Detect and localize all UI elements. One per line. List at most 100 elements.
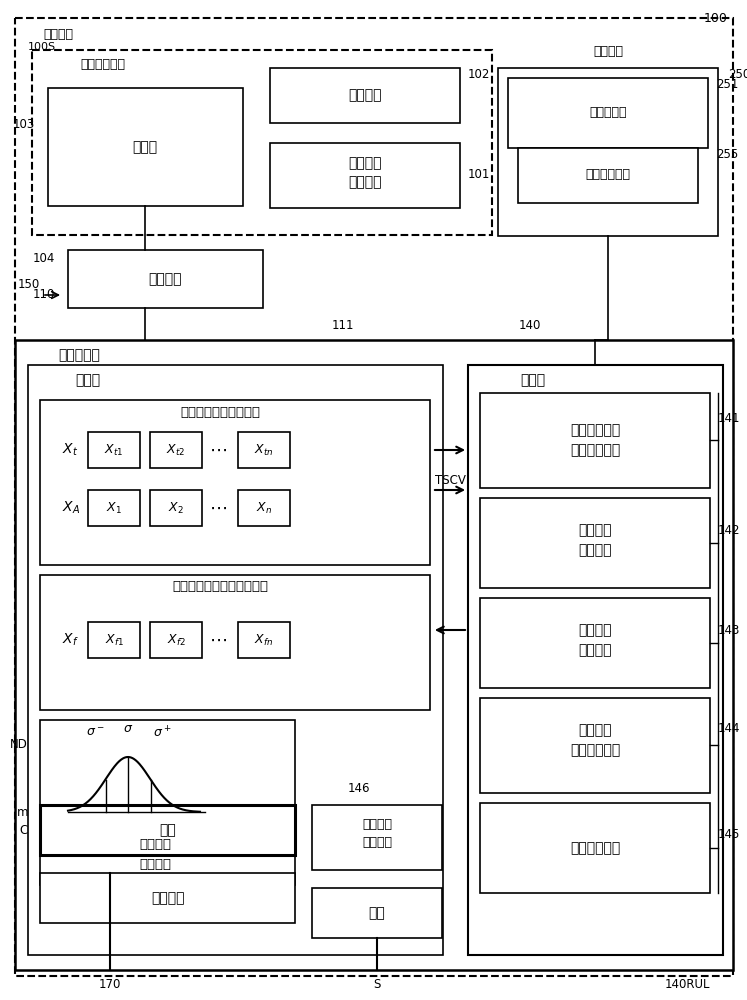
Text: 140RUL: 140RUL: [665, 978, 710, 992]
Text: 100S: 100S: [28, 42, 56, 52]
Bar: [40, 400, 430, 565]
Text: 170: 170: [99, 978, 121, 992]
Text: 条件指标值的故障时间序列: 条件指标值的故障时间序列: [172, 580, 268, 593]
Text: 101: 101: [468, 168, 490, 182]
Bar: [88, 622, 140, 658]
Bar: [28, 365, 443, 955]
Text: 指示器设备: 指示器设备: [589, 106, 627, 119]
Text: $\cdots$: $\cdots$: [209, 631, 227, 649]
Text: m: m: [16, 806, 28, 818]
Bar: [270, 143, 460, 208]
Bar: [150, 622, 202, 658]
Text: 142: 142: [718, 524, 740, 536]
Bar: [508, 78, 708, 148]
Text: $X_{tn}$: $X_{tn}$: [254, 442, 273, 458]
Text: 143: 143: [718, 624, 740, 637]
Text: 传感器: 传感器: [132, 140, 158, 154]
Text: 组件构建模块: 组件构建模块: [570, 443, 620, 457]
Text: 预定特征: 预定特征: [151, 891, 185, 905]
Text: 系统组件: 系统组件: [348, 175, 382, 189]
Text: 104: 104: [33, 251, 55, 264]
Text: 交通工具: 交通工具: [348, 156, 382, 170]
Text: $X_{fn}$: $X_{fn}$: [255, 632, 273, 648]
Text: 处理模块: 处理模块: [578, 643, 612, 657]
Text: $X_1$: $X_1$: [106, 500, 122, 516]
Text: 分析模型: 分析模型: [578, 523, 612, 537]
Text: 量化健康评估: 量化健康评估: [586, 168, 630, 182]
Text: $X_{t2}$: $X_{t2}$: [167, 442, 185, 458]
Bar: [40, 720, 295, 885]
Text: 251: 251: [716, 78, 738, 91]
Bar: [312, 805, 442, 870]
Text: 数据记录器: 数据记录器: [58, 348, 100, 362]
Text: $\sigma^+$: $\sigma^+$: [152, 725, 171, 741]
Bar: [48, 88, 243, 206]
Text: 交通工具系统: 交通工具系统: [80, 58, 125, 71]
Bar: [480, 698, 710, 793]
Text: $\sigma$: $\sigma$: [123, 722, 133, 734]
Bar: [88, 490, 140, 526]
Text: 255: 255: [716, 148, 738, 161]
Bar: [498, 68, 718, 236]
Text: 交通工具: 交通工具: [43, 28, 73, 41]
Bar: [40, 575, 430, 710]
Bar: [40, 873, 295, 923]
Text: 剩余使用寿命: 剩余使用寿命: [570, 423, 620, 437]
Bar: [15, 340, 733, 970]
Text: （高斯）: （高斯）: [139, 858, 171, 871]
Text: 分析模型: 分析模型: [139, 838, 171, 852]
Text: $\cdots$: $\cdots$: [209, 499, 227, 517]
Text: 剩余使用: 剩余使用: [362, 818, 392, 832]
Text: 通信电缆: 通信电缆: [148, 272, 182, 286]
Bar: [150, 490, 202, 526]
Text: 250: 250: [728, 68, 747, 81]
Bar: [480, 803, 710, 893]
Text: 用户界面: 用户界面: [593, 45, 623, 58]
Text: $X_{f1}$: $X_{f1}$: [105, 632, 123, 648]
Bar: [238, 490, 290, 526]
Text: 处理器: 处理器: [520, 373, 545, 387]
Text: 集合: 集合: [160, 823, 176, 837]
Text: $X_{f2}$: $X_{f2}$: [167, 632, 185, 648]
Text: $\cdots$: $\cdots$: [209, 441, 227, 459]
Text: 寿命估计模块: 寿命估计模块: [570, 743, 620, 757]
Text: 故障查询模块: 故障查询模块: [570, 841, 620, 855]
Text: $X_{t1}$: $X_{t1}$: [105, 442, 124, 458]
Bar: [480, 498, 710, 588]
Text: 103: 103: [13, 118, 35, 131]
Text: 存储器: 存储器: [75, 373, 100, 387]
Text: 102: 102: [468, 68, 490, 81]
Bar: [480, 598, 710, 688]
Text: 100: 100: [704, 12, 728, 25]
Bar: [32, 50, 492, 235]
Text: 145: 145: [718, 828, 740, 842]
Text: 剩余使用: 剩余使用: [578, 723, 612, 737]
Text: 构建模块: 构建模块: [578, 543, 612, 557]
Text: 144: 144: [718, 722, 740, 734]
Text: 条件指标值的时间序列: 条件指标值的时间序列: [180, 406, 260, 418]
Text: 时间序列: 时间序列: [578, 623, 612, 637]
Text: C: C: [19, 824, 28, 836]
Bar: [150, 432, 202, 468]
Text: $X_t$: $X_t$: [62, 442, 78, 458]
Bar: [480, 393, 710, 488]
Text: 寿命模型: 寿命模型: [362, 836, 392, 850]
Bar: [88, 432, 140, 468]
Bar: [40, 805, 295, 855]
Bar: [468, 365, 723, 955]
Text: $X_A$: $X_A$: [62, 500, 80, 516]
Text: S: S: [374, 978, 381, 992]
Bar: [270, 68, 460, 123]
Bar: [518, 148, 698, 203]
Text: 141: 141: [718, 412, 740, 424]
Bar: [238, 622, 290, 658]
Text: $X_n$: $X_n$: [256, 500, 272, 516]
Text: TSCV: TSCV: [435, 474, 465, 487]
Text: 标量: 标量: [368, 906, 385, 920]
Text: 预定特性: 预定特性: [348, 88, 382, 102]
Bar: [312, 888, 442, 938]
Bar: [238, 432, 290, 468]
Text: $X_2$: $X_2$: [168, 500, 184, 516]
Text: 140: 140: [519, 319, 541, 332]
Text: 150: 150: [18, 278, 40, 292]
